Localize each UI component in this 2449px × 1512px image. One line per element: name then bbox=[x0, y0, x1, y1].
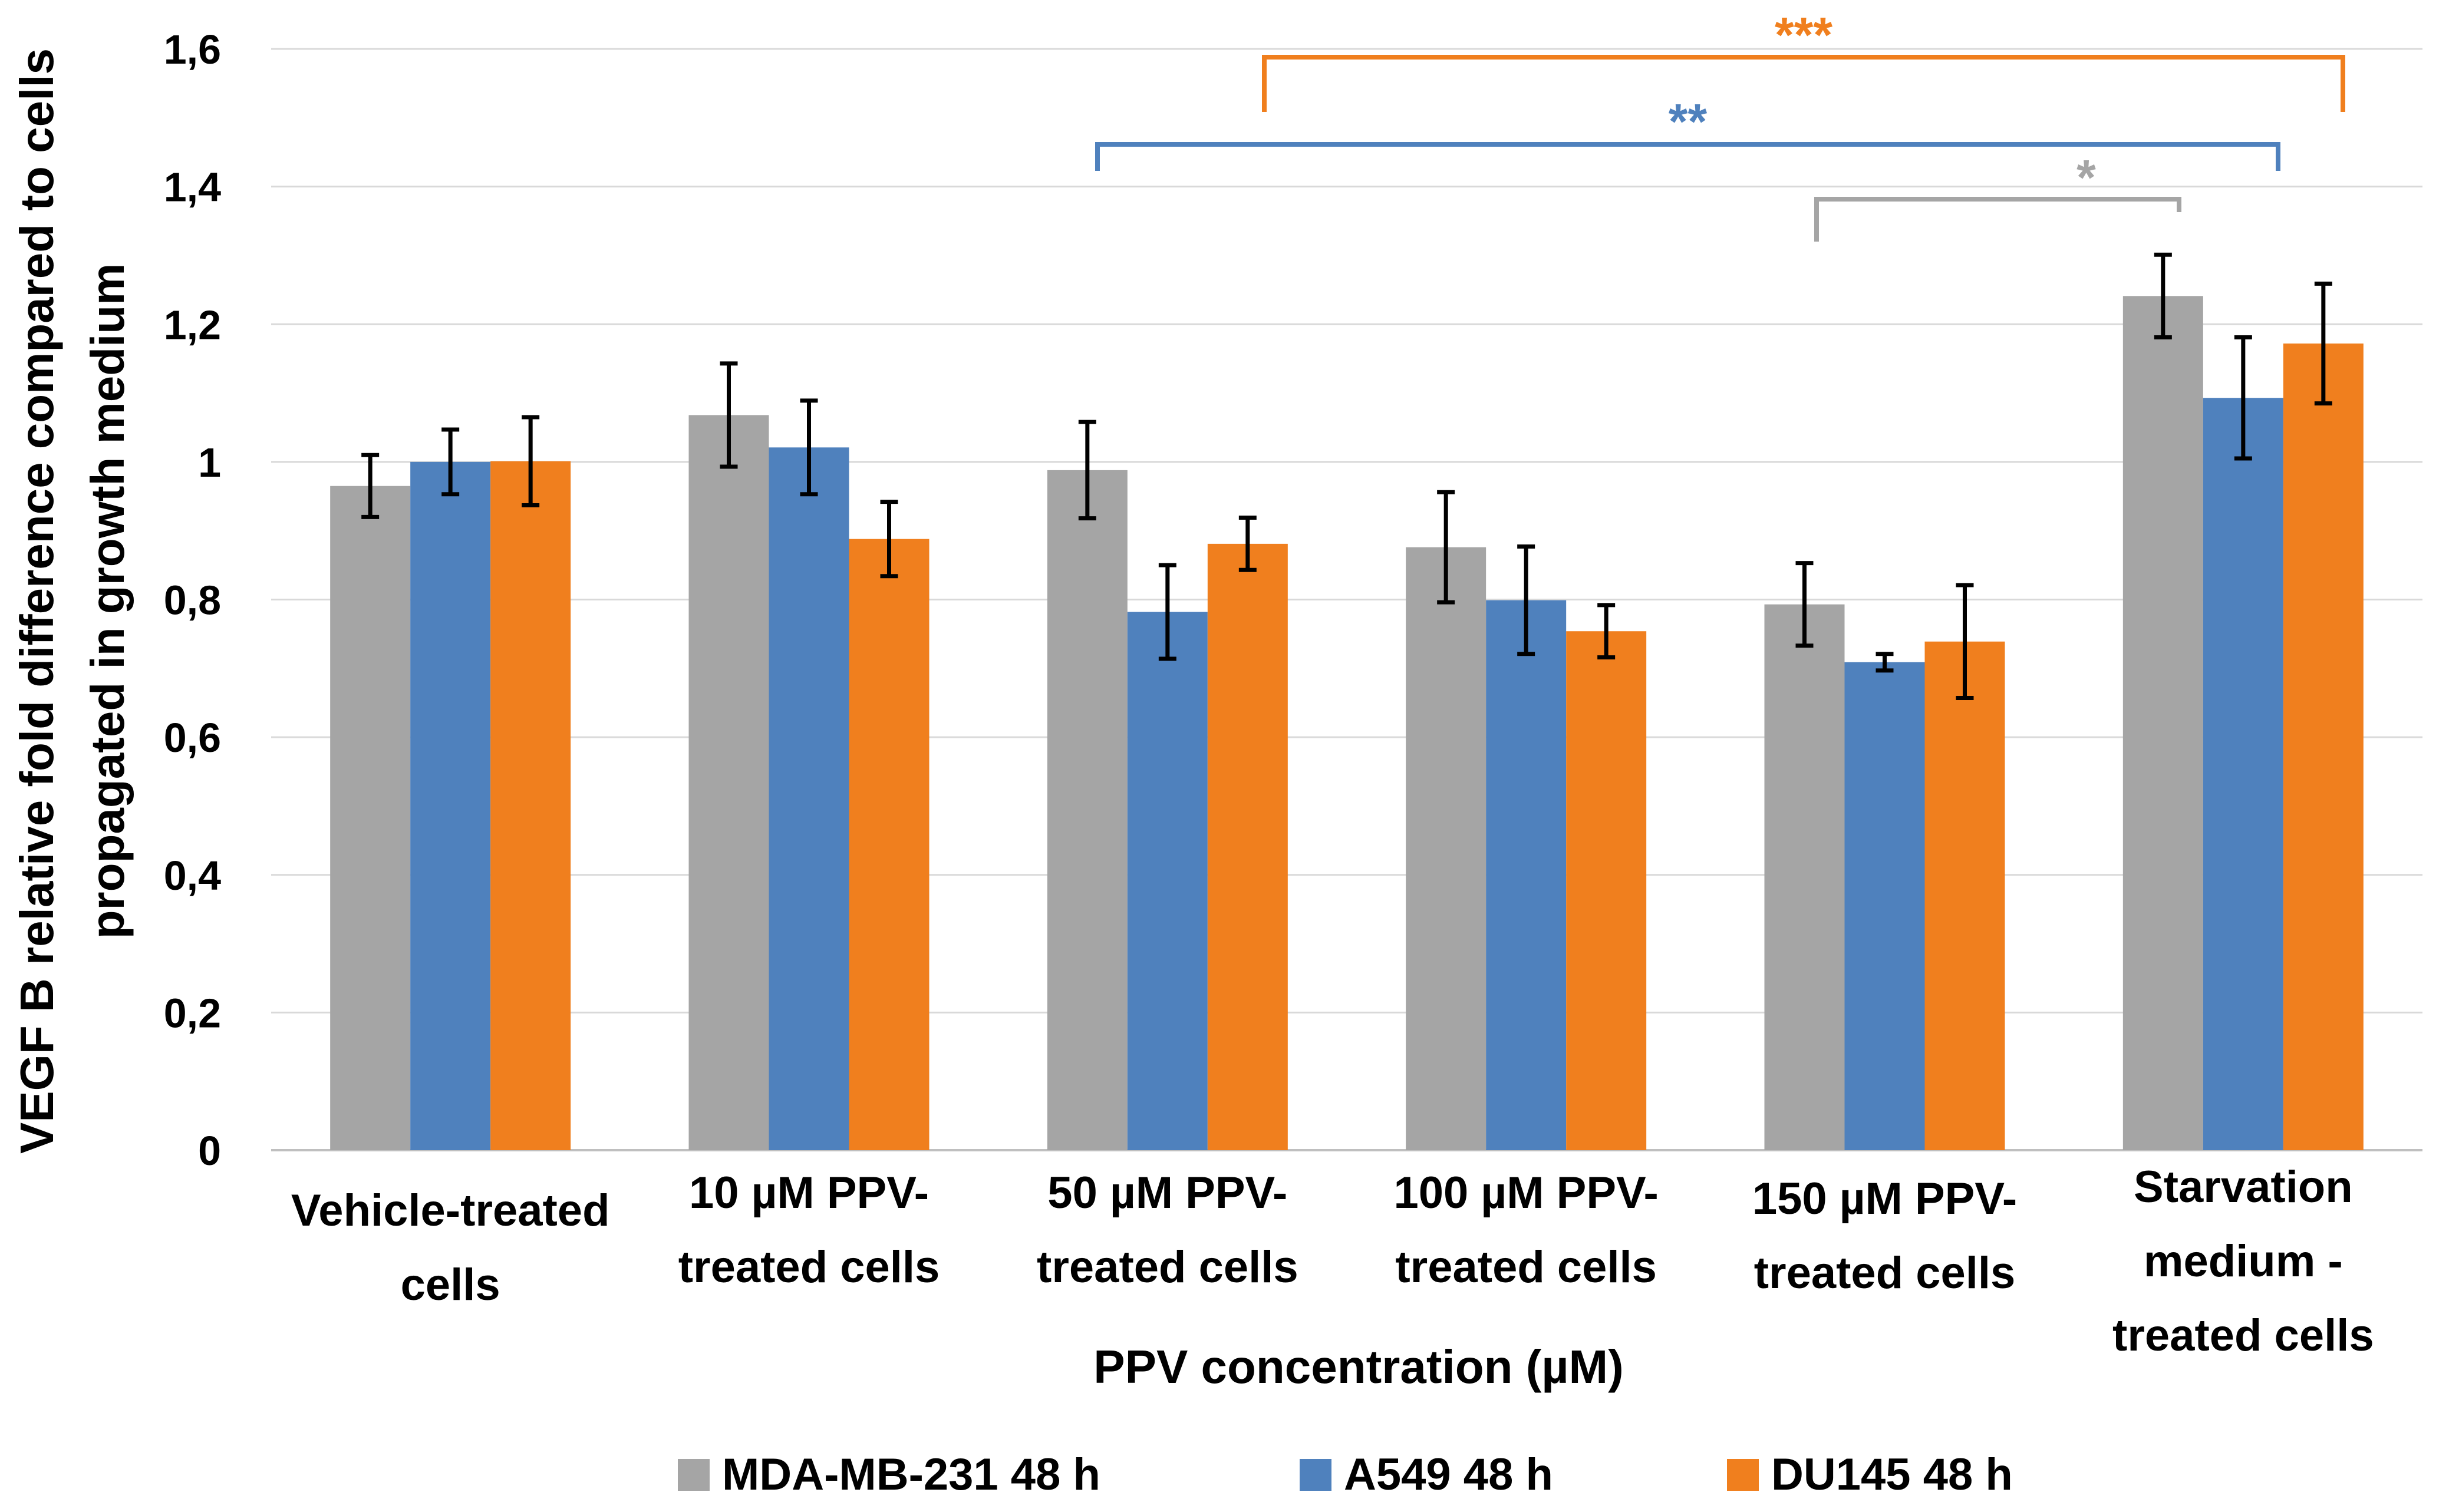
bar bbox=[1764, 604, 1845, 1150]
x-category-label: 10 µM PPV-treated cells bbox=[678, 1168, 940, 1292]
significance-label: ** bbox=[1669, 94, 1708, 149]
bar bbox=[1406, 547, 1486, 1150]
bar bbox=[849, 539, 930, 1150]
y-axis-ticks: 0 0,2 0,4 0,6 0,8 1 1,2 1,4 1,6 bbox=[164, 27, 221, 1174]
error-bar bbox=[1597, 603, 1616, 660]
error-bar bbox=[720, 361, 738, 469]
bar bbox=[688, 415, 769, 1150]
error-bar bbox=[880, 500, 898, 579]
significance-bracket: ** bbox=[1095, 94, 2280, 171]
x-category-label: Starvation medium -treated cells bbox=[2112, 1162, 2374, 1361]
error-bar bbox=[361, 453, 380, 519]
legend-label: MDA-MB-231 48 h bbox=[722, 1450, 1100, 1500]
y-axis-title: VEGF B relative fold difference compared… bbox=[11, 48, 134, 1154]
error-bar bbox=[1517, 544, 1535, 656]
bar bbox=[1127, 612, 1208, 1150]
error-bar bbox=[1437, 490, 1455, 605]
x-category-label: 100 µM PPV-treated cells bbox=[1394, 1168, 1659, 1292]
bars bbox=[330, 296, 2364, 1151]
error-bar bbox=[1078, 420, 1096, 521]
bar bbox=[2283, 343, 2364, 1150]
legend-item: DU145 48 h bbox=[1727, 1450, 2013, 1500]
x-category-label: Vehicle-treated cells bbox=[291, 1186, 610, 1310]
y-tick-label: 1,6 bbox=[164, 27, 221, 72]
significance-label: *** bbox=[1775, 7, 1832, 62]
significance-label: * bbox=[2076, 150, 2096, 205]
y-tick-label: 0,8 bbox=[164, 577, 221, 623]
bar bbox=[1566, 631, 1647, 1150]
bar bbox=[1924, 641, 2005, 1150]
legend-label: DU145 48 h bbox=[1771, 1450, 2013, 1500]
legend-item: MDA-MB-231 48 h bbox=[678, 1450, 1100, 1500]
significance-bracket: * bbox=[1814, 150, 2181, 242]
error-bar bbox=[2314, 281, 2332, 406]
legend-label: A549 48 h bbox=[1344, 1450, 1553, 1500]
legend-swatch bbox=[1300, 1459, 1331, 1491]
y-tick-label: 0,4 bbox=[164, 853, 221, 899]
error-bar bbox=[1956, 583, 1974, 701]
bar bbox=[490, 461, 571, 1151]
legend: MDA-MB-231 48 h A549 48 h DU145 48 h bbox=[678, 1450, 2013, 1500]
x-category-label: 150 µM PPV-treated cells bbox=[1752, 1174, 2017, 1298]
error-bars bbox=[361, 252, 2332, 701]
error-bar bbox=[522, 415, 540, 507]
error-bar bbox=[1158, 563, 1176, 661]
bar bbox=[1047, 470, 1128, 1150]
y-tick-label: 1,4 bbox=[164, 164, 221, 210]
significance-bracket: *** bbox=[1262, 7, 2345, 112]
error-bar bbox=[1876, 652, 1894, 673]
y-tick-label: 1 bbox=[198, 440, 221, 486]
gridlines bbox=[271, 48, 2422, 1151]
y-tick-label: 0 bbox=[198, 1128, 221, 1174]
y-tick-label: 1,2 bbox=[164, 302, 221, 348]
x-category-label: 50 µM PPV-treated cells bbox=[1037, 1168, 1298, 1292]
error-bar bbox=[1238, 515, 1257, 572]
bar bbox=[2203, 398, 2283, 1150]
error-bar bbox=[1795, 561, 1814, 648]
bar bbox=[1844, 662, 1925, 1150]
x-axis-categories: Vehicle-treated cells 10 µM PPV-treated ce… bbox=[291, 1162, 2374, 1361]
y-tick-label: 0,2 bbox=[164, 990, 221, 1036]
bar bbox=[330, 486, 411, 1150]
bar bbox=[769, 447, 849, 1150]
x-axis-title: PPV concentration (µM) bbox=[1093, 1341, 1624, 1393]
y-tick-label: 0,6 bbox=[164, 715, 221, 761]
bar bbox=[2122, 296, 2203, 1150]
legend-item: A549 48 h bbox=[1300, 1450, 1553, 1500]
bar bbox=[410, 461, 491, 1150]
legend-swatch bbox=[678, 1459, 710, 1491]
error-bar bbox=[2234, 335, 2252, 461]
bar bbox=[1486, 600, 1567, 1150]
error-bar bbox=[2154, 252, 2172, 339]
error-bar bbox=[441, 427, 460, 497]
error-bar bbox=[800, 398, 818, 497]
bar bbox=[1207, 543, 1288, 1151]
significance-brackets: ****** bbox=[1095, 7, 2345, 242]
legend-swatch bbox=[1727, 1459, 1759, 1491]
